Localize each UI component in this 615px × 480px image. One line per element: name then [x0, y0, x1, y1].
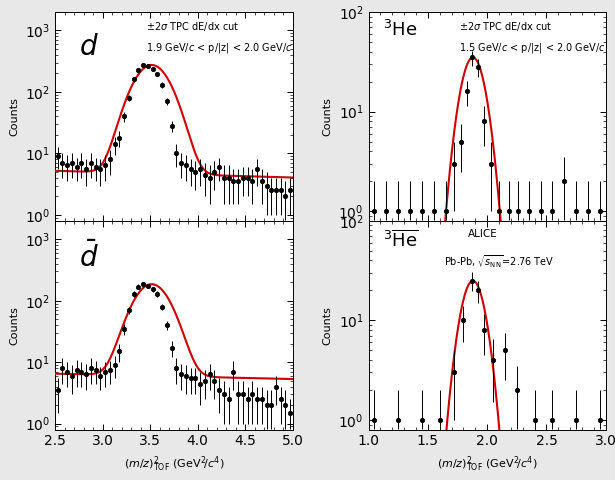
- Y-axis label: Counts: Counts: [323, 306, 333, 345]
- Text: Pb-Pb, $\sqrt{s_{\rm NN}}$=2.76 TeV: Pb-Pb, $\sqrt{s_{\rm NN}}$=2.76 TeV: [445, 254, 555, 270]
- Y-axis label: Counts: Counts: [10, 306, 20, 345]
- X-axis label: $(m/z)^2_{\mathrm{TOF}}\ (\mathrm{GeV}^2\!/c^4)$: $(m/z)^2_{\mathrm{TOF}}\ (\mathrm{GeV}^2…: [437, 454, 538, 474]
- X-axis label: $(m/z)^2_{\mathrm{TOF}}\ (\mathrm{GeV}^2\!/c^4)$: $(m/z)^2_{\mathrm{TOF}}\ (\mathrm{GeV}^2…: [124, 454, 224, 474]
- Text: $\pm2\sigma$ TPC dE/dx cut: $\pm2\sigma$ TPC dE/dx cut: [459, 20, 552, 33]
- Text: $\bar{d}$: $\bar{d}$: [79, 241, 99, 273]
- Text: 1.9 GeV/$c$ < p/|z| < 2.0 GeV/$c$: 1.9 GeV/$c$ < p/|z| < 2.0 GeV/$c$: [146, 41, 292, 55]
- Text: $^3$He: $^3$He: [383, 20, 417, 40]
- Text: $d$: $d$: [79, 33, 99, 61]
- Text: 1.5 GeV/$c$ < p/|z| < 2.0 GeV/$c$: 1.5 GeV/$c$ < p/|z| < 2.0 GeV/$c$: [459, 41, 605, 55]
- Text: $^3\overline{\rm He}$: $^3\overline{\rm He}$: [383, 229, 418, 250]
- Text: $\pm2\sigma$ TPC dE/dx cut: $\pm2\sigma$ TPC dE/dx cut: [146, 20, 239, 33]
- Y-axis label: Counts: Counts: [10, 97, 20, 136]
- Text: ALICE: ALICE: [468, 229, 498, 239]
- Y-axis label: Counts: Counts: [323, 97, 333, 136]
